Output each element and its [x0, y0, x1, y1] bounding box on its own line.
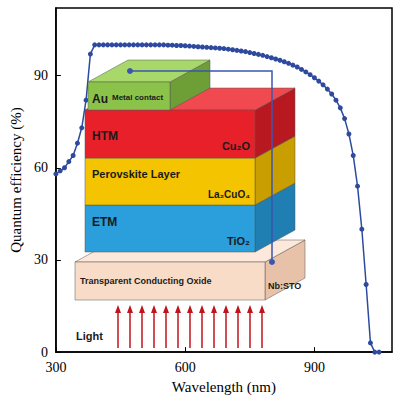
svg-text:Light: Light — [76, 330, 103, 342]
svg-text:Transparent Conducting Oxide: Transparent Conducting Oxide — [80, 276, 212, 286]
svg-text:600: 600 — [175, 360, 196, 375]
svg-text:HTM: HTM — [92, 129, 118, 143]
svg-text:Metal contact: Metal contact — [112, 93, 163, 102]
svg-text:Au: Au — [92, 92, 108, 106]
svg-text:Perovskite Layer: Perovskite Layer — [92, 168, 181, 180]
svg-text:Quantum efficiency (%): Quantum efficiency (%) — [8, 107, 25, 253]
svg-text:0: 0 — [41, 345, 48, 360]
svg-text:300: 300 — [45, 360, 66, 375]
svg-text:TiO₂: TiO₂ — [227, 235, 250, 247]
svg-text:30: 30 — [34, 252, 48, 267]
svg-text:900: 900 — [304, 360, 325, 375]
svg-text:Nb:STO: Nb:STO — [268, 281, 301, 291]
svg-text:ETM: ETM — [92, 215, 117, 229]
svg-text:La₂CuO₄: La₂CuO₄ — [208, 189, 250, 200]
svg-text:Wavelength (nm): Wavelength (nm) — [172, 379, 276, 396]
svg-text:60: 60 — [34, 160, 48, 175]
svg-text:Cu₂O: Cu₂O — [222, 140, 251, 152]
svg-text:90: 90 — [34, 68, 48, 83]
